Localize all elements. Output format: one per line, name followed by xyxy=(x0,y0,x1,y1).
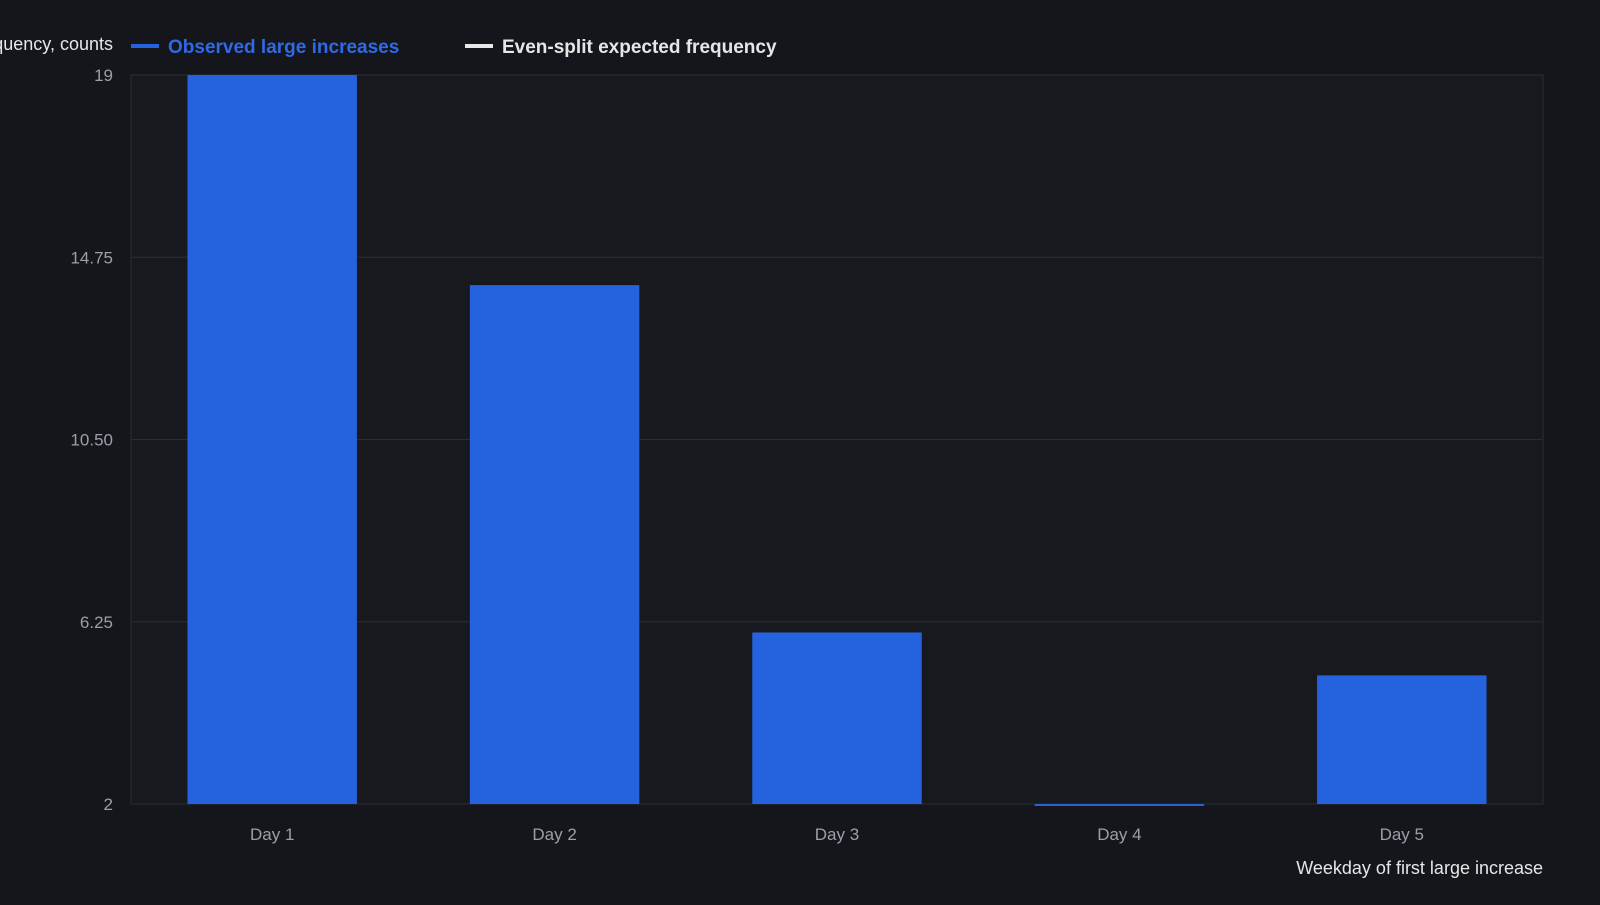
x-tick-label: Day 5 xyxy=(1380,825,1424,844)
x-tick-label: Day 2 xyxy=(532,825,576,844)
bar xyxy=(187,75,357,804)
bar xyxy=(752,632,922,804)
y-tick-label: 6.25 xyxy=(80,613,113,632)
y-tick-label: 14.75 xyxy=(70,248,113,267)
y-tick-label: 2 xyxy=(104,795,113,814)
y-tick-label: 19 xyxy=(94,66,113,85)
legend-label-expected: Even-split expected frequency xyxy=(502,37,777,58)
legend: Observed large increases Even-split expe… xyxy=(131,37,777,58)
x-tick-label: Day 3 xyxy=(815,825,859,844)
x-tick-label: Day 1 xyxy=(250,825,294,844)
x-tick-label: Day 4 xyxy=(1097,825,1141,844)
bars xyxy=(187,75,1487,806)
grid-lines xyxy=(131,256,1543,623)
bar xyxy=(1034,804,1205,806)
x-axis-ticks: Day 1 Day 2 Day 3 Day 4 Day 5 xyxy=(250,825,1424,844)
bar xyxy=(1317,675,1487,804)
y-axis-ticks: 2 6.25 10.50 14.75 19 xyxy=(70,66,113,814)
x-axis-label: Weekday of first large increase xyxy=(1296,858,1543,878)
bar xyxy=(469,285,640,804)
y-tick-label: 10.50 xyxy=(70,431,113,450)
y-axis-label: Frequency, counts xyxy=(0,34,113,54)
legend-label-observed: Observed large increases xyxy=(168,37,399,58)
